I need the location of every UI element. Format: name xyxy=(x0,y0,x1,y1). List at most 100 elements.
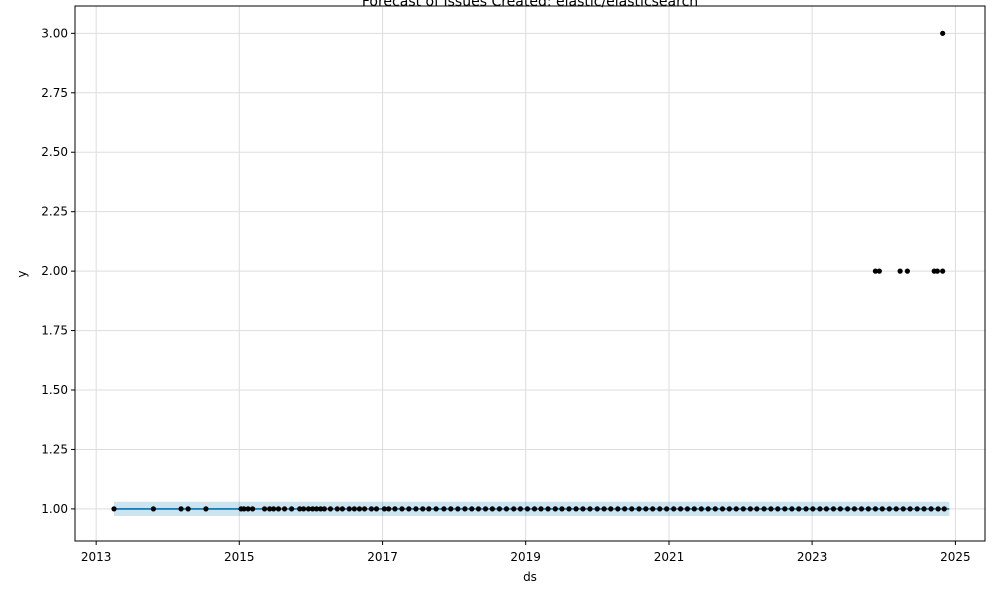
observed-point xyxy=(893,506,899,512)
observed-point xyxy=(318,506,324,512)
observed-point xyxy=(413,506,419,512)
observed-point xyxy=(203,506,209,512)
observed-point xyxy=(270,506,277,512)
x-tick-label: 2013 xyxy=(81,550,112,564)
observed-point xyxy=(305,506,312,512)
observed-point xyxy=(524,506,531,512)
observed-point xyxy=(289,506,295,512)
observed-point xyxy=(281,506,288,512)
y-axis: 1.00 1.25 1.50 1.75 2.00 2.25 2.50 2.75 3.00 xyxy=(41,26,75,516)
observed-point xyxy=(368,506,375,512)
observed-point xyxy=(185,506,191,512)
observed-point xyxy=(339,506,345,512)
observed-point xyxy=(321,506,327,512)
observed-point xyxy=(740,506,746,512)
observed-point xyxy=(406,506,412,512)
observed-point xyxy=(775,506,781,512)
observed-point xyxy=(768,506,774,512)
observed-point xyxy=(373,506,380,512)
observed-point xyxy=(747,506,753,512)
observed-point xyxy=(935,506,941,512)
observed-point xyxy=(178,506,184,512)
observed-point xyxy=(636,506,642,512)
observed-point xyxy=(837,506,843,512)
x-tick-label: 2025 xyxy=(940,550,971,564)
observed-point xyxy=(622,506,628,512)
observed-point xyxy=(489,506,495,512)
observed-point xyxy=(914,506,920,512)
observed-point xyxy=(629,506,635,512)
observed-point xyxy=(940,30,946,36)
observed-point xyxy=(897,268,903,274)
y-tick-label: 2.00 xyxy=(41,264,68,278)
observed-point xyxy=(496,506,503,512)
observed-point xyxy=(309,506,316,512)
observed-point xyxy=(351,506,357,512)
observed-points xyxy=(111,30,947,512)
observed-point xyxy=(250,506,256,512)
observed-point xyxy=(426,506,432,512)
observed-point xyxy=(650,506,656,512)
observed-point xyxy=(726,506,732,512)
observed-point xyxy=(386,506,392,512)
plot-frame xyxy=(74,5,986,542)
observed-point xyxy=(886,506,892,512)
x-axis-title: ds xyxy=(523,570,537,584)
observed-point xyxy=(657,506,663,512)
observed-point xyxy=(733,506,739,512)
observed-point xyxy=(559,506,565,512)
observed-point xyxy=(904,268,910,274)
observed-point xyxy=(851,506,858,512)
observed-point xyxy=(469,506,475,512)
observed-point xyxy=(712,506,718,512)
observed-point xyxy=(448,506,454,512)
observed-point xyxy=(392,506,398,512)
x-tick-label: 2023 xyxy=(797,550,828,564)
observed-point xyxy=(511,506,517,512)
observed-point xyxy=(327,506,334,512)
observed-point xyxy=(300,506,307,512)
chart-title: Forecast of Issues Created: elastic/elas… xyxy=(362,0,698,10)
observed-point xyxy=(538,506,544,512)
observed-point xyxy=(941,506,947,512)
y-tick-label: 2.50 xyxy=(41,145,68,159)
observed-point xyxy=(573,506,579,512)
y-tick-label: 3.00 xyxy=(41,26,68,40)
observed-point xyxy=(865,506,871,512)
observed-point xyxy=(858,506,865,512)
observed-point xyxy=(462,506,468,512)
x-tick-label: 2015 xyxy=(224,550,255,564)
observed-point xyxy=(433,506,439,512)
y-tick-label: 2.25 xyxy=(41,205,68,219)
observed-point xyxy=(872,268,879,274)
observed-point xyxy=(907,506,913,512)
observed-point xyxy=(356,506,363,512)
observed-point xyxy=(594,506,600,512)
x-tick-label: 2019 xyxy=(510,550,541,564)
observed-point xyxy=(876,268,882,274)
observed-point xyxy=(346,506,352,512)
observed-point xyxy=(719,506,726,512)
observed-point xyxy=(441,506,447,512)
observed-point xyxy=(872,506,879,512)
observed-point xyxy=(475,506,482,512)
observed-point xyxy=(503,506,510,512)
observed-point xyxy=(517,506,523,512)
observed-point xyxy=(844,506,851,512)
observed-point xyxy=(754,506,760,512)
observed-point xyxy=(531,506,538,512)
observed-point xyxy=(313,506,320,512)
observed-point xyxy=(580,506,586,512)
observed-point xyxy=(111,506,117,512)
observed-point xyxy=(399,506,405,512)
observed-point xyxy=(879,506,885,512)
observed-point xyxy=(900,506,906,512)
observed-point xyxy=(261,506,268,512)
observed-point xyxy=(482,506,489,512)
observed-point xyxy=(267,506,273,512)
observed-point xyxy=(810,506,816,512)
observed-point xyxy=(940,268,946,274)
observed-point xyxy=(241,506,247,512)
observed-point xyxy=(608,506,614,512)
